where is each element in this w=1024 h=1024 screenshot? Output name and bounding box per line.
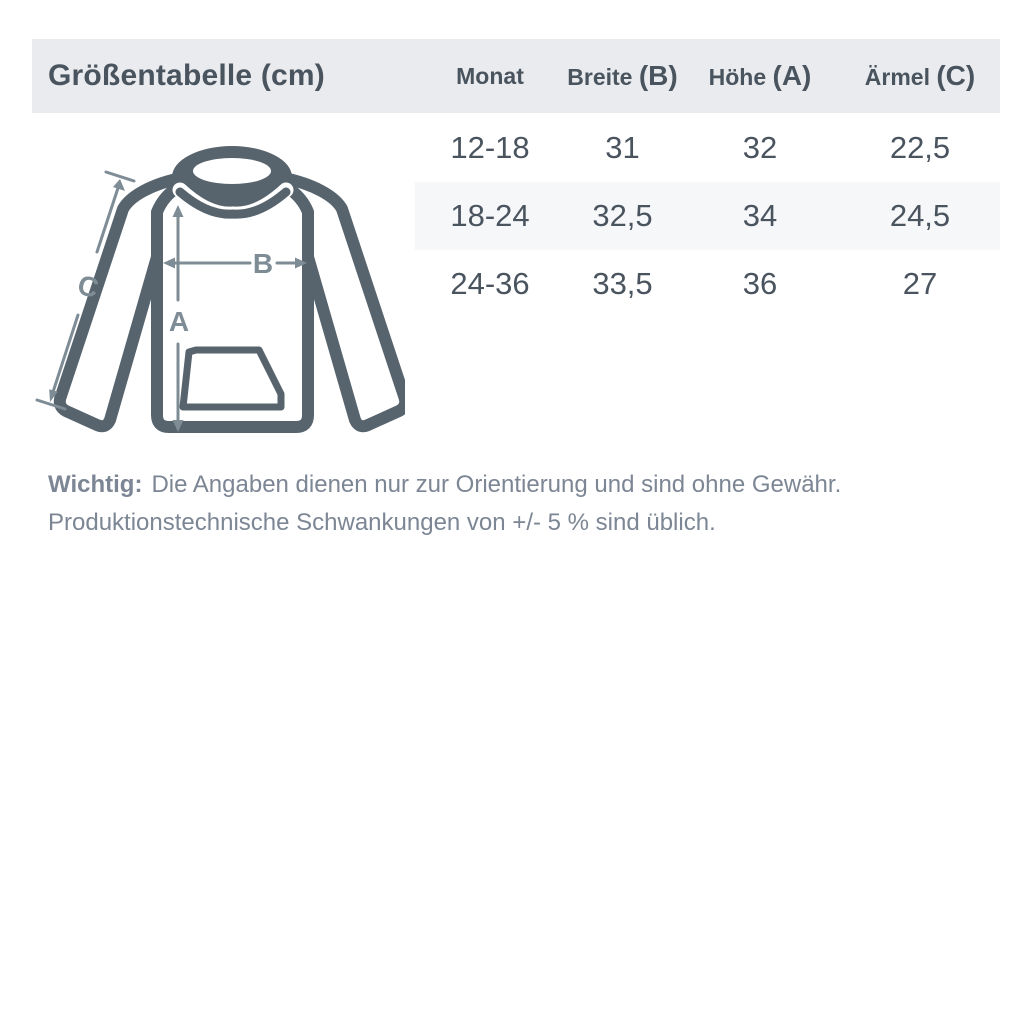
page-title: Größentabelle (cm) [48, 59, 325, 92]
dimension-label-b: B [253, 248, 273, 279]
cell-monat: 24-36 [450, 266, 530, 301]
column-header-monat: Monat [456, 62, 524, 89]
disclaimer-line-2: Produktionstechnische Schwankungen von +… [48, 509, 716, 536]
height-arrow: A [169, 205, 189, 432]
cell-breite: 32,5 [592, 198, 653, 233]
disclaimer-note: Wichtig: Die Angaben dienen nur zur Orien… [48, 466, 978, 542]
column-header-breite: Breite (B) [567, 60, 678, 91]
column-dim-letter: (B) [638, 60, 678, 91]
cell-monat: 12-18 [450, 130, 530, 165]
table-row: 24-36 33,5 36 27 [415, 250, 1000, 318]
cell-aermel: 22,5 [889, 130, 951, 165]
disclaimer-line-1: Wichtig: Die Angaben dienen nur zur Orien… [48, 466, 978, 504]
cell-monat: 18-24 [450, 198, 530, 233]
cell-breite: 33,5 [592, 266, 653, 301]
hood-fold [175, 187, 291, 219]
cell-hoehe: 32 [742, 130, 778, 165]
kangaroo-pocket [179, 346, 285, 411]
cell-breite: 31 [605, 130, 640, 165]
column-header-aermel: Ärmel (C) [864, 60, 976, 91]
cell-hoehe: 36 [742, 266, 778, 301]
disclaimer-lead: Wichtig: [48, 471, 143, 498]
dimension-label-a: A [169, 306, 189, 337]
table-row: 18-24 32,5 34 24,5 [415, 182, 1000, 250]
column-dim-letter: (A) [772, 60, 812, 91]
hoodie-measurement-diagram: C B A [35, 146, 405, 433]
width-arrow: B [163, 248, 307, 279]
cell-aermel: 24,5 [889, 198, 951, 233]
table-header-row: Monat Breite (B) Höhe (A) Ärmel (C) [415, 39, 1000, 113]
disclaimer-text-1: Die Angaben dienen nur zur Orientierung … [151, 471, 842, 498]
cell-hoehe: 34 [742, 198, 778, 233]
hood-opening [193, 158, 271, 184]
column-dim-letter: (C) [936, 60, 976, 91]
table-header-band: Größentabelle (cm) Monat Breite (B) Höhe… [32, 39, 1000, 113]
column-header-hoehe: Höhe (A) [708, 60, 812, 91]
table-row: 12-18 31 32 22,5 [415, 114, 1000, 182]
cell-aermel: 27 [902, 266, 938, 301]
